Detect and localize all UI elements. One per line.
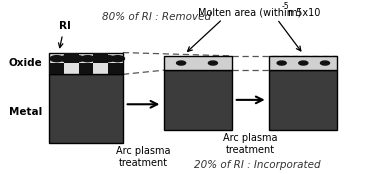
Circle shape: [177, 61, 186, 65]
Bar: [164, 56, 232, 70]
Text: Oxide: Oxide: [8, 58, 42, 68]
Circle shape: [101, 56, 115, 62]
Text: Metal: Metal: [9, 107, 42, 117]
Bar: [79, 64, 93, 74]
Circle shape: [61, 56, 74, 62]
Bar: [270, 70, 337, 130]
Circle shape: [91, 56, 105, 62]
Text: RI: RI: [59, 21, 70, 31]
Circle shape: [111, 56, 124, 62]
Bar: [270, 56, 337, 70]
Bar: [49, 74, 123, 143]
Text: Arc plasma
treatment: Arc plasma treatment: [223, 133, 278, 155]
Text: -5: -5: [282, 2, 289, 11]
Circle shape: [50, 56, 64, 62]
Bar: [64, 53, 79, 64]
Text: 80% of RI : Removed: 80% of RI : Removed: [102, 11, 211, 22]
Text: 20% of RI : Incorporated: 20% of RI : Incorporated: [194, 160, 321, 170]
Bar: [49, 64, 64, 74]
Circle shape: [208, 61, 218, 65]
Circle shape: [70, 56, 84, 62]
Bar: [93, 53, 108, 64]
Circle shape: [321, 61, 329, 65]
Bar: [49, 53, 123, 74]
Circle shape: [299, 61, 308, 65]
Circle shape: [81, 56, 94, 62]
Bar: [164, 70, 232, 130]
Bar: [108, 64, 123, 74]
Text: Molten area (within 5x10: Molten area (within 5x10: [198, 7, 321, 17]
Text: Arc plasma
treatment: Arc plasma treatment: [116, 146, 171, 168]
Text: m): m): [285, 7, 302, 17]
Circle shape: [277, 61, 286, 65]
